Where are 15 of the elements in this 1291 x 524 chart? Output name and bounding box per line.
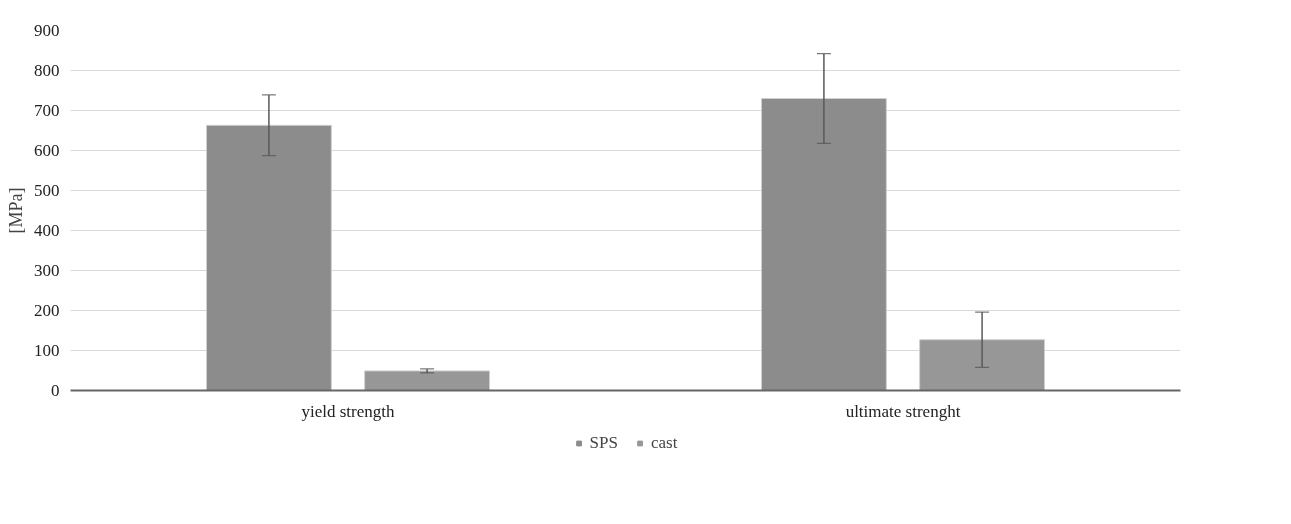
y-tick-label: 300 xyxy=(34,261,60,280)
y-tick-label: 700 xyxy=(34,101,60,120)
y-tick-label: 0 xyxy=(51,381,60,400)
y-tick-label: 800 xyxy=(34,61,60,80)
y-axis-title: [MPa] xyxy=(6,187,26,234)
x-tick-label: yield strength xyxy=(301,401,396,421)
y-tick-label: 100 xyxy=(34,341,60,360)
y-tick-label: 200 xyxy=(34,301,60,320)
y-tick-label: 900 xyxy=(34,21,60,40)
y-tick-label: 400 xyxy=(34,221,60,240)
legend-label: SPS xyxy=(589,433,618,453)
y-tick-label: 600 xyxy=(34,141,60,160)
y-tick-label: 500 xyxy=(34,181,60,200)
x-tick-label: ultimate strenght xyxy=(845,401,961,421)
legend-label: cast xyxy=(650,433,678,453)
